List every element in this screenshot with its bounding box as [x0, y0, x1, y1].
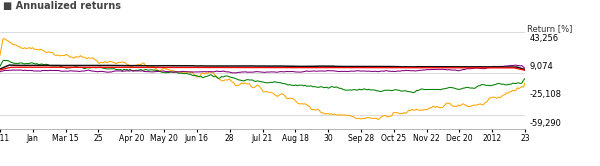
Text: ■ Annualized returns: ■ Annualized returns	[3, 1, 121, 11]
Text: Return [%]: Return [%]	[527, 24, 572, 33]
